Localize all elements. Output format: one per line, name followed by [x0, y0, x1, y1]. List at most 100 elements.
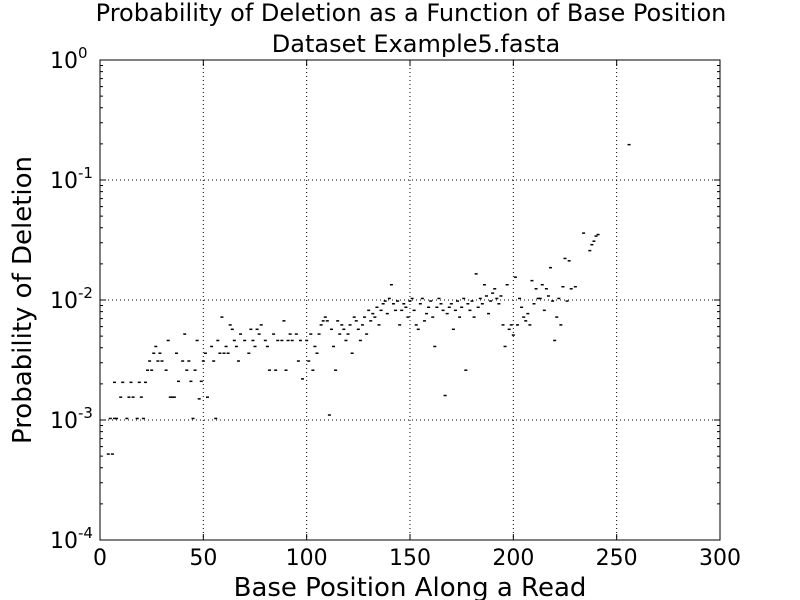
data-point: [383, 300, 387, 302]
data-point: [214, 417, 218, 420]
data-point: [356, 328, 360, 331]
data-point: [336, 320, 340, 322]
data-point: [185, 369, 189, 371]
data-point: [220, 316, 224, 318]
data-point: [137, 381, 141, 384]
data-point: [398, 324, 402, 326]
data-point: [294, 333, 298, 335]
data-point: [239, 333, 243, 335]
y-tick-label: 100: [50, 44, 88, 74]
data-point: [458, 316, 462, 318]
data-point: [369, 320, 373, 322]
data-point: [412, 309, 416, 312]
data-point: [439, 303, 443, 305]
data-point: [582, 232, 586, 234]
data-point: [491, 292, 495, 294]
data-point: [305, 339, 309, 342]
data-point: [131, 396, 135, 398]
data-point: [406, 316, 410, 318]
data-point: [177, 380, 181, 383]
data-point: [212, 360, 216, 362]
data-point: [431, 316, 435, 318]
data-point: [410, 297, 414, 300]
plot-frame: [99, 59, 721, 541]
data-point: [449, 303, 453, 305]
data-point: [156, 360, 160, 362]
data-point: [565, 300, 569, 302]
data-point: [542, 309, 546, 312]
data-point: [495, 297, 499, 300]
data-point: [199, 380, 203, 383]
data-point: [313, 345, 317, 348]
data-point: [197, 398, 201, 400]
data-point: [257, 333, 261, 335]
data-point: [191, 417, 195, 420]
data-point: [210, 345, 214, 348]
data-point: [170, 396, 174, 398]
data-point: [243, 339, 247, 342]
data-point: [160, 360, 164, 362]
data-point: [350, 352, 354, 354]
y-tick-label: 10-2: [50, 284, 93, 314]
data-point: [342, 328, 346, 331]
data-point: [437, 297, 441, 300]
data-point: [484, 295, 488, 297]
data-point: [569, 288, 573, 290]
y-tick-label: 10-4: [50, 524, 93, 554]
data-point: [408, 300, 412, 302]
data-point: [201, 360, 205, 362]
x-tick-label: 250: [596, 546, 638, 571]
data-point: [154, 345, 158, 348]
data-point: [164, 369, 168, 371]
data-point: [247, 352, 251, 354]
data-point: [394, 309, 398, 312]
data-point: [478, 297, 482, 300]
data-point: [464, 369, 468, 371]
data-point: [301, 378, 305, 380]
data-point: [115, 417, 119, 420]
data-point: [329, 328, 333, 331]
data-point: [487, 312, 491, 315]
data-point: [499, 295, 503, 297]
data-point: [429, 300, 433, 302]
data-point: [627, 143, 631, 146]
data-point: [470, 300, 474, 302]
data-point: [141, 417, 145, 420]
data-point: [546, 295, 550, 297]
data-point: [391, 303, 395, 305]
data-point: [315, 352, 319, 354]
data-point: [402, 303, 406, 305]
data-point: [224, 345, 228, 348]
data-point: [524, 320, 528, 322]
data-point: [528, 324, 532, 326]
data-point: [422, 320, 426, 322]
data-point: [549, 266, 553, 269]
data-point: [112, 381, 116, 384]
data-point: [323, 316, 327, 318]
y-tick-label: 10-1: [50, 164, 93, 194]
data-point: [263, 339, 267, 342]
data-point: [472, 316, 476, 318]
data-point: [453, 309, 457, 312]
data-point: [538, 297, 542, 300]
data-point: [332, 345, 336, 348]
data-point: [152, 352, 156, 354]
data-point: [195, 339, 199, 342]
data-point: [544, 288, 548, 290]
data-point: [385, 312, 389, 315]
data-point: [193, 369, 197, 371]
data-point: [168, 396, 172, 398]
data-point: [181, 360, 185, 362]
x-axis-label: Base Position Along a Read: [234, 573, 587, 600]
data-point: [590, 243, 594, 246]
data-point: [377, 324, 381, 326]
data-point: [354, 320, 358, 322]
data-point: [321, 320, 325, 322]
data-point: [520, 306, 524, 309]
data-point: [522, 316, 526, 318]
data-point: [317, 333, 321, 335]
data-point: [288, 333, 292, 335]
data-point: [338, 333, 342, 335]
data-points: [106, 143, 631, 455]
data-point: [340, 324, 344, 326]
